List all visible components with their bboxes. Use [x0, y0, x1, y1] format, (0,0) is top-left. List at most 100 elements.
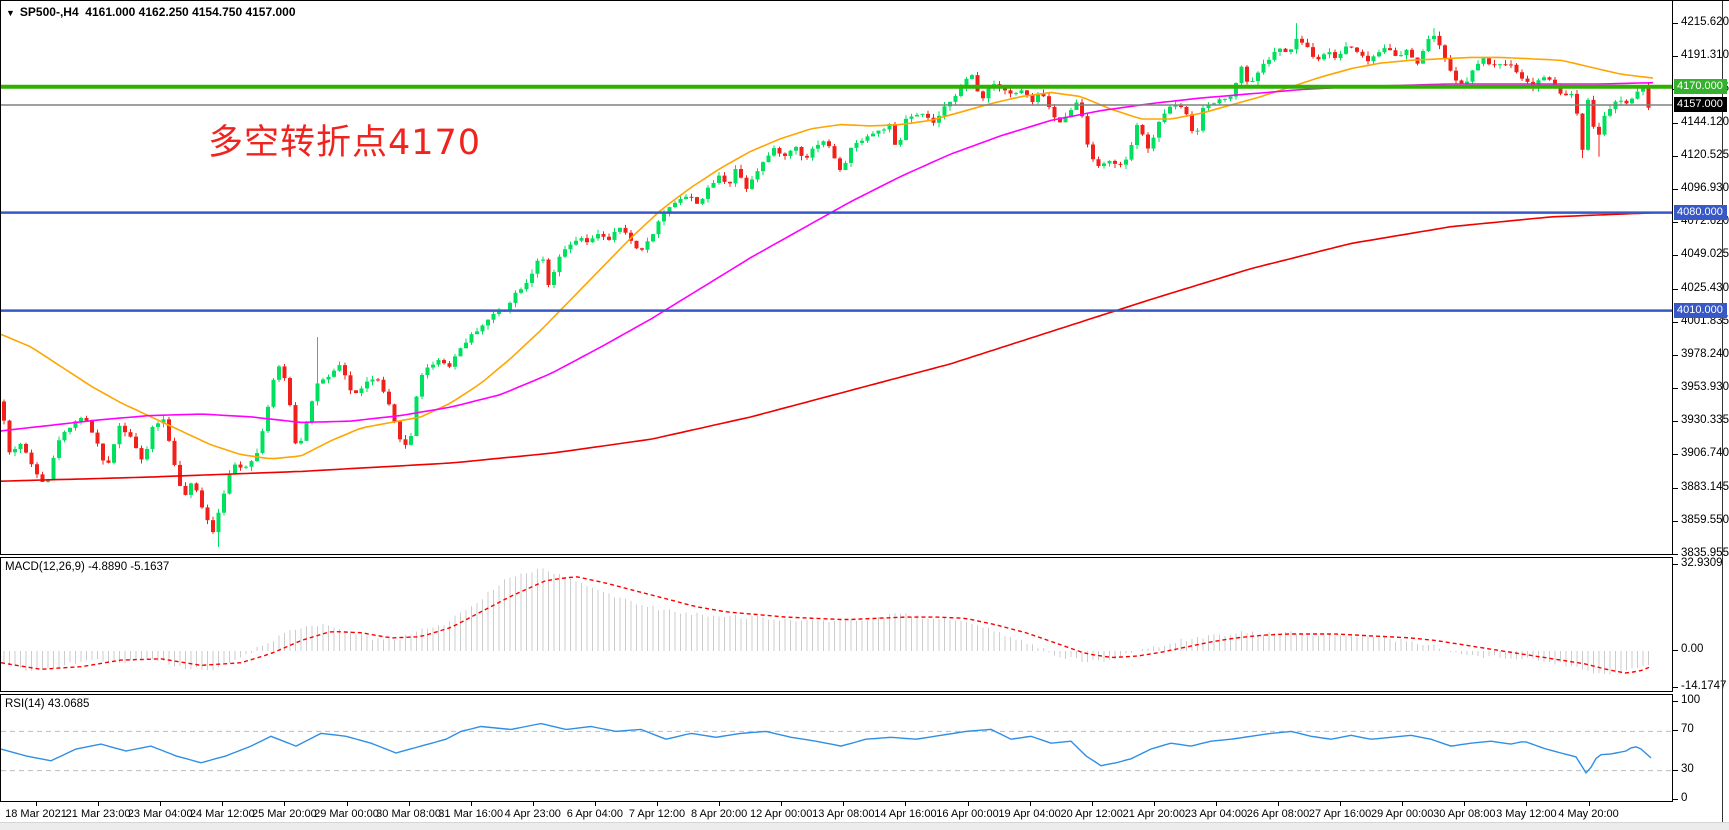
time-tick: [1153, 802, 1155, 806]
rsi-scale-label: 100: [1681, 694, 1701, 706]
macd-scale-tick: [1673, 650, 1678, 651]
time-label: 20 Apr 12:00: [1060, 808, 1123, 820]
macd-chart-canvas[interactable]: [1, 558, 1672, 691]
time-label: 4 Apr 23:00: [504, 808, 561, 820]
time-tick: [532, 802, 534, 806]
rsi-indicator-panel[interactable]: RSI(14) 43.0685: [0, 694, 1673, 802]
time-tick: [1402, 802, 1404, 806]
time-label: 3 May 12:00: [1496, 808, 1557, 820]
price-tick-label: 3930.335: [1681, 414, 1729, 427]
price-badge: 4170.000: [1674, 79, 1727, 95]
time-tick: [160, 802, 162, 806]
price-tick: [1673, 520, 1678, 522]
price-tick-label: 3835.955: [1681, 547, 1729, 559]
price-tick-label: 4049.025: [1681, 248, 1729, 261]
price-tick: [1673, 454, 1678, 456]
main-chart-panel[interactable]: [0, 1, 1673, 555]
price-tick-label: 3978.240: [1681, 347, 1729, 360]
price-badge: 4080.000: [1674, 205, 1727, 221]
time-tick: [408, 802, 410, 806]
rsi-scale-label: 70: [1681, 723, 1694, 736]
time-tick: [98, 802, 100, 806]
price-badge: 4157.000: [1674, 97, 1727, 113]
macd-scale-label: 0.00: [1681, 643, 1704, 655]
time-label: 8 Apr 20:00: [690, 808, 748, 820]
rsi-scale-label: 30: [1681, 762, 1694, 775]
rsi-scale-tick: [1673, 769, 1678, 771]
time-tick: [1340, 802, 1342, 806]
time-tick: [470, 802, 472, 806]
time-label: 29 Apr 00:00: [1370, 808, 1434, 820]
price-tick-label: 3953.930: [1681, 381, 1729, 394]
price-tick: [1673, 321, 1678, 323]
rsi-label: RSI(14) 43.0685: [5, 698, 90, 710]
time-label: 23 Mar 04:00: [127, 808, 193, 820]
window-right-border: [1722, 1, 1723, 822]
time-tick: [657, 802, 658, 806]
time-label: 6 Apr 04:00: [566, 808, 624, 820]
time-tick: [719, 802, 721, 806]
time-tick: [905, 802, 907, 806]
time-label: 31 Mar 16:00: [438, 808, 504, 820]
time-tick: [1091, 802, 1093, 806]
macd-scale-tick: [1673, 564, 1678, 566]
time-label: 13 Apr 08:00: [812, 808, 875, 820]
price-tick: [1673, 122, 1678, 124]
rsi-chart-canvas[interactable]: [1, 695, 1672, 801]
quote-bar: ▼ SP500-,H4 4161.000 4162.250 4154.750 41…: [6, 5, 296, 19]
price-tick-label: 4191.310: [1681, 49, 1729, 62]
candlestick-chart-canvas[interactable]: [1, 1, 1672, 553]
time-tick: [781, 802, 783, 806]
macd-indicator-panel[interactable]: MACD(12,26,9) -4.8890 -5.1637: [0, 557, 1673, 692]
time-tick: [222, 802, 224, 806]
rsi-scale-tick: [1673, 701, 1678, 702]
symbol-period-label: SP500-,H4: [19, 5, 79, 19]
time-label: 7 Apr 12:00: [628, 808, 686, 820]
price-tick-label: 3906.740: [1681, 447, 1729, 460]
time-label: 19 Apr 04:00: [998, 808, 1061, 820]
price-tick-label: 4096.930: [1681, 181, 1729, 194]
macd-label: MACD(12,26,9) -4.8890 -5.1637: [5, 561, 170, 573]
price-tick-label: 3883.145: [1681, 480, 1729, 493]
time-label: 25 Mar 20:00: [251, 808, 317, 820]
time-label: 21 Mar 23:00: [65, 808, 131, 820]
time-tick: [284, 802, 286, 806]
time-label: 21 Apr 20:00: [1122, 808, 1185, 820]
time-label: 16 Apr 00:00: [936, 808, 999, 820]
time-label: 26 Apr 08:00: [1246, 808, 1310, 820]
time-tick: [1029, 802, 1031, 806]
time-label: 24 Mar 12:00: [189, 808, 255, 820]
time-tick: [1588, 802, 1590, 806]
price-tick-label: 3859.550: [1681, 513, 1729, 526]
price-tick-label: 4215.620: [1681, 16, 1729, 28]
time-label: 4 May 20:00: [1558, 808, 1619, 820]
time-tick: [346, 802, 348, 806]
rsi-scale-tick: [1673, 799, 1678, 800]
price-tick: [1673, 288, 1678, 290]
time-tick: [594, 802, 596, 806]
time-label: 30 Mar 08:00: [376, 808, 442, 820]
quote-ohlc-values: 4161.000 4162.250 4154.750 4157.000: [85, 5, 296, 19]
time-scale[interactable]: 18 Mar 2021 21 Mar 23:00 23 Mar 04:00 24 Ma…: [0, 802, 1673, 822]
price-tick: [1673, 354, 1678, 356]
time-label: 23 Apr 04:00: [1184, 808, 1248, 820]
price-tick: [1673, 188, 1678, 190]
time-tick: [36, 802, 37, 806]
time-label: 14 Apr 16:00: [874, 808, 937, 820]
price-scale[interactable]: 4215.6204191.3104167.7154144.1204120.525…: [1673, 1, 1729, 821]
annotation-text: 多空转折点4170: [208, 123, 482, 163]
time-label: 12 Apr 00:00: [749, 808, 813, 820]
symbol-dropdown-arrow-icon[interactable]: ▼: [6, 8, 15, 18]
price-badge: 4010.000: [1674, 303, 1727, 319]
price-tick: [1673, 56, 1678, 58]
time-tick: [1278, 802, 1279, 806]
price-tick: [1673, 388, 1678, 390]
time-label: 29 Mar 00:00: [314, 808, 379, 820]
macd-scale-label: 32.9309: [1681, 557, 1723, 570]
time-label: 18 Mar 2021: [5, 808, 67, 820]
time-label: 30 Apr 08:00: [1433, 808, 1496, 820]
window-bottom-strip: [0, 822, 1729, 830]
price-tick: [1673, 23, 1678, 24]
price-tick-label: 4025.430: [1681, 281, 1729, 294]
